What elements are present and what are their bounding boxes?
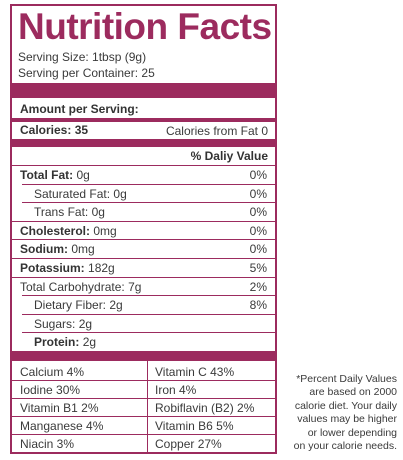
title: Nutrition Facts <box>18 6 272 47</box>
dv-header: % Daliy Value <box>190 149 268 163</box>
nutrient-label: Potassium: <box>20 261 85 275</box>
row-line <box>22 313 275 315</box>
row-line <box>12 276 275 278</box>
calories: Calories: 35 <box>20 123 88 137</box>
nutrient-dv: 2% <box>249 279 267 294</box>
nutrient-row: Potassium: 182g 5% <box>12 259 275 277</box>
calories-from-fat: Calories from Fat 0 <box>165 124 268 138</box>
nutrient-label-group: Saturated Fat: 0g <box>34 185 127 203</box>
column-divider <box>147 361 148 452</box>
nutrient-amount: 0mg <box>71 242 95 257</box>
vitamin: Vitamin B6 5% <box>155 419 234 433</box>
footnote-line: *Percent Daily Values <box>296 373 397 385</box>
footnote-line: on your calorie needs. <box>293 440 397 453</box>
nutrient-amount: 2g <box>109 298 123 313</box>
nutrient-label-group: Sodium: 0mg <box>20 240 95 258</box>
vitamin: Vitamin B1 2% <box>20 401 99 415</box>
nutrient-label-group: Dietary Fiber: 2g <box>34 296 123 314</box>
vitamin: Vitamin C 43% <box>155 365 235 379</box>
footnote-line: values may be higher <box>297 413 397 426</box>
row-line <box>12 165 275 166</box>
row-line <box>12 416 275 417</box>
nutrient-label-group: Total Carbohydrate: 7g <box>20 278 141 296</box>
nutrient-amount: 0mg <box>93 223 117 238</box>
row-line <box>12 258 275 259</box>
nutrient-amount: 7g <box>128 279 142 294</box>
nutrient-dv: 5% <box>249 261 267 275</box>
footnote: *Percent Daily Values are based on 2000 ca… <box>294 373 397 453</box>
nutrient-label: Cholesterol: <box>20 223 91 238</box>
row-line <box>22 183 275 185</box>
vitamin: Manganese 4% <box>20 419 104 433</box>
footnote-line: are based on 2000 <box>309 386 397 399</box>
calories-label: Calories: <box>20 123 72 137</box>
row-line <box>12 220 275 222</box>
thick-bar <box>12 351 275 361</box>
nutrient-amount: 2g <box>78 316 93 331</box>
nutrient-row: Total Carbohydrate: 7g 2% <box>12 278 275 296</box>
nutrient-row: Cholesterol: 0mg 0% <box>12 222 275 240</box>
nutrient-dv: 0% <box>249 168 267 182</box>
nutrient-label-group: Sugars: 2g <box>34 315 92 333</box>
nutrient-label: Saturated Fat: <box>34 186 111 201</box>
thick-bar <box>12 139 275 147</box>
nutrient-label: Protein: <box>34 335 80 350</box>
nutrient-label-group: Total Fat: 0g <box>20 166 90 184</box>
vitamin: Iodine 30% <box>20 383 81 397</box>
nutrient-label-group: Trans Fat: 0g <box>34 203 105 221</box>
nutrient-row: Total Fat: 0g 0% <box>12 166 275 184</box>
row-line <box>22 332 275 334</box>
nutrient-row: Protein: 2g <box>12 333 275 351</box>
nutrient-dv: 8% <box>249 298 267 313</box>
vitamin: Iron 4% <box>155 383 197 397</box>
nutrient-dv: 0% <box>249 205 267 220</box>
serving-size: Serving Size: 1tbsp (9g) <box>18 50 147 64</box>
servings: Serving per Container: 25 <box>18 66 155 80</box>
nutrient-label: Sodium: <box>20 242 68 257</box>
nutrient-label-group: Potassium: 182g <box>20 259 115 277</box>
row-line <box>12 239 275 241</box>
nutrient-label: Trans Fat: <box>34 205 89 220</box>
vitamin: Calcium 4% <box>20 365 85 379</box>
footnote-line: calorie diet. Your daily <box>294 399 397 412</box>
vitamin: Robiflavin (B2) 2% <box>155 401 255 415</box>
nutrient-dv: 0% <box>249 186 267 201</box>
nutrient-row: Trans Fat: 0g 0% <box>12 203 275 221</box>
nutrient-dv: 0% <box>249 223 267 238</box>
nutrient-label-group: Protein: 2g <box>34 333 96 351</box>
vitamin: Copper 27% <box>155 437 222 451</box>
amount-per-serving: Amount per Serving: <box>20 102 139 116</box>
nutrient-dv: 0% <box>249 242 267 257</box>
row-line <box>12 398 275 399</box>
nutrient-label: Sugars: <box>34 316 76 331</box>
calories-value: 35 <box>74 123 89 137</box>
nutrient-row: Sodium: 0mg 0% <box>12 240 275 258</box>
nutrient-row: Dietary Fiber: 2g 8% <box>12 296 275 314</box>
label-border <box>10 4 277 454</box>
nutrient-amount: 0g <box>91 205 105 220</box>
thick-bar <box>12 83 275 98</box>
row-line <box>12 380 275 381</box>
nutrient-amount: 182g <box>88 261 115 275</box>
row-line <box>22 295 275 297</box>
row-line <box>22 202 275 204</box>
nutrient-label-group: Cholesterol: 0mg <box>20 222 117 240</box>
nutrient-row: Saturated Fat: 0g 0% <box>12 185 275 203</box>
nutrient-label: Total Fat: <box>20 168 74 182</box>
row-line <box>12 434 275 435</box>
nutrient-amount: 2g <box>82 335 97 350</box>
nutrient-label: Dietary Fiber: <box>34 298 107 313</box>
vitamin: Niacin 3% <box>20 437 75 451</box>
footnote-line: or lower depending <box>307 426 397 439</box>
nutrient-row: Sugars: 2g <box>12 315 275 333</box>
bar <box>12 118 275 122</box>
nutrient-label: Total Carbohydrate: <box>20 279 125 294</box>
nutrient-amount: 0g <box>113 186 127 201</box>
nutrient-amount: 0g <box>76 168 90 182</box>
